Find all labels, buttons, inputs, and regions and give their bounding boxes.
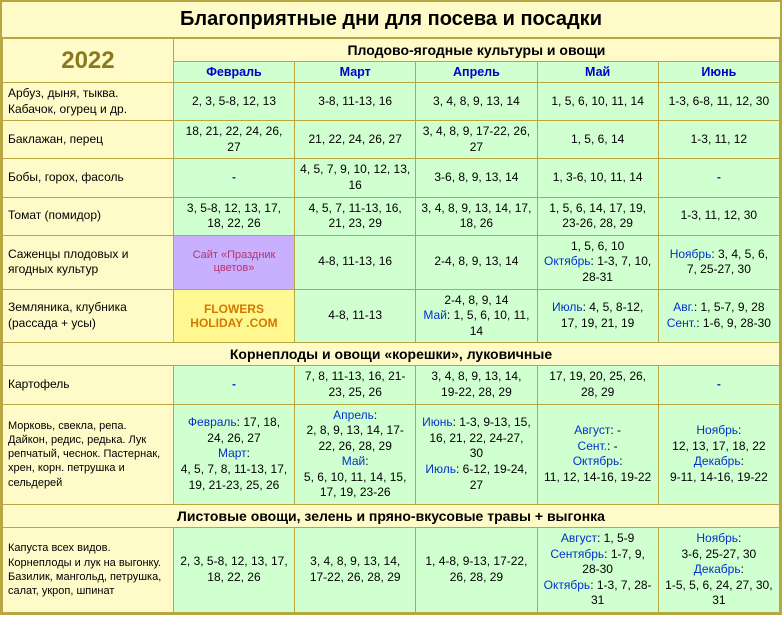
r1c5: 1-3, 6-8, 11, 12, 30 xyxy=(658,83,779,121)
r9c4: Август: 1, 5-9Сентябрь: 1-7, 9, 28-30Окт… xyxy=(537,528,658,613)
r6c5: Июль: 4, 5, 8-12, 17, 19, 21, 19 xyxy=(537,289,658,343)
section3-header: Листовые овощи, зелень и пряно-вкусовые … xyxy=(3,505,780,528)
crop-r6: Земляника, клубника (рассада + усы) xyxy=(3,289,174,343)
r1c3: 3, 4, 8, 9, 13, 14 xyxy=(416,83,537,121)
r2c1: 18, 21, 22, 24, 26, 27 xyxy=(173,121,294,159)
r4c4: 1, 5, 6, 14, 17, 19, 23-26, 28, 29 xyxy=(537,197,658,235)
crop-r1: Арбуз, дыня, тыква. Кабачок, огурец и др… xyxy=(3,83,174,121)
r1c1: 2, 3, 5-8, 12, 13 xyxy=(173,83,294,121)
year-cell: 2022 xyxy=(3,39,174,83)
crop-r5: Саженцы плодовых и ягодных культур xyxy=(3,235,174,289)
r5c4: 2-4, 8, 9, 13, 14 xyxy=(416,235,537,289)
r7c5: - xyxy=(658,366,779,404)
r2c5: 1-3, 11, 12 xyxy=(658,121,779,159)
r6c4: 2-4, 8, 9, 14Май: 1, 5, 6, 10, 11, 14 xyxy=(416,289,537,343)
r8c1: Февраль: 17, 18, 24, 26, 27Март:4, 5, 7,… xyxy=(173,404,294,505)
month-may: Май xyxy=(537,62,658,83)
r9c2: 3, 4, 8, 9, 13, 14, 17-22, 26, 28, 29 xyxy=(295,528,416,613)
r2c4: 1, 5, 6, 14 xyxy=(537,121,658,159)
r7c4: 17, 19, 20, 25, 26, 28, 29 xyxy=(537,366,658,404)
section2-header: Корнеплоды и овощи «корешки», луковичные xyxy=(3,343,780,366)
r5c6: Ноябрь: 3, 4, 5, 6, 7, 25-27, 30 xyxy=(658,235,779,289)
r3c1: - xyxy=(173,159,294,197)
r1c2: 3-8, 11-13, 16 xyxy=(295,83,416,121)
crop-r9: Капуста всех видов. Корнеплоды и лук на … xyxy=(3,528,174,613)
crop-r8: Морковь, свекла, репа. Дайкон, редис, ре… xyxy=(3,404,174,505)
promo-cell1: Сайт «Праздник цветов» xyxy=(173,235,294,289)
crop-r7: Картофель xyxy=(3,366,174,404)
r8c4: Август: -Сент.: -Октябрь:11, 12, 14-16, … xyxy=(537,404,658,505)
month-mar: Март xyxy=(295,62,416,83)
r1c4: 1, 5, 6, 10, 11, 14 xyxy=(537,83,658,121)
r9c3: 1, 4-8, 9-13, 17-22, 26, 28, 29 xyxy=(416,528,537,613)
r4c3: 3, 4, 8, 9, 13, 14, 17, 18, 26 xyxy=(416,197,537,235)
r5c3: 4-8, 11-13, 16 xyxy=(295,235,416,289)
section1-header: Плодово-ягодные культуры и овощи xyxy=(173,39,779,62)
promo-cell2: FLOWERS HOLIDAY .COM xyxy=(173,289,294,343)
r5c5: 1, 5, 6, 10Октябрь: 1-3, 7, 10, 28-31 xyxy=(537,235,658,289)
crop-r2: Баклажан, перец xyxy=(3,121,174,159)
r6c6: Авг.: 1, 5-7, 9, 28Сент.: 1-6, 9, 28-30 xyxy=(658,289,779,343)
r8c3: Июнь: 1-3, 9-13, 15, 16, 21, 22, 24-27, … xyxy=(416,404,537,505)
crop-r3: Бобы, горох, фасоль xyxy=(3,159,174,197)
main-title: Благоприятные дни для посева и посадки xyxy=(2,2,780,38)
r3c3: 3-6, 8, 9, 13, 14 xyxy=(416,159,537,197)
r3c5: - xyxy=(658,159,779,197)
month-feb: Февраль xyxy=(173,62,294,83)
r7c3: 3, 4, 8, 9, 13, 14, 19-22, 28, 29 xyxy=(416,366,537,404)
r6c3: 4-8, 11-13 xyxy=(295,289,416,343)
calendar-table: 2022 Плодово-ягодные культуры и овощи Фе… xyxy=(2,38,780,613)
r7c2: 7, 8, 11-13, 16, 21-23, 25, 26 xyxy=(295,366,416,404)
r4c2: 4, 5, 7, 11-13, 16, 21, 23, 29 xyxy=(295,197,416,235)
r4c5: 1-3, 11, 12, 30 xyxy=(658,197,779,235)
r3c4: 1, 3-6, 10, 11, 14 xyxy=(537,159,658,197)
r9c1: 2, 3, 5-8, 12, 13, 17, 18, 22, 26 xyxy=(173,528,294,613)
month-jun: Июнь xyxy=(658,62,779,83)
r4c1: 3, 5-8, 12, 13, 17, 18, 22, 26 xyxy=(173,197,294,235)
r8c2: Апрель:2, 8, 9, 13, 14, 17-22, 26, 28, 2… xyxy=(295,404,416,505)
calendar-container: Благоприятные дни для посева и посадки 2… xyxy=(0,0,782,615)
crop-r4: Томат (помидор) xyxy=(3,197,174,235)
r7c1: - xyxy=(173,366,294,404)
month-apr: Апрель xyxy=(416,62,537,83)
r2c3: 3, 4, 8, 9, 17-22, 26, 27 xyxy=(416,121,537,159)
r8c5: Ноябрь:12, 13, 17, 18, 22Декабрь:9-11, 1… xyxy=(658,404,779,505)
r9c5: Ноябрь:3-6, 25-27, 30Декабрь:1-5, 5, 6, … xyxy=(658,528,779,613)
r2c2: 21, 22, 24, 26, 27 xyxy=(295,121,416,159)
r3c2: 4, 5, 7, 9, 10, 12, 13, 16 xyxy=(295,159,416,197)
